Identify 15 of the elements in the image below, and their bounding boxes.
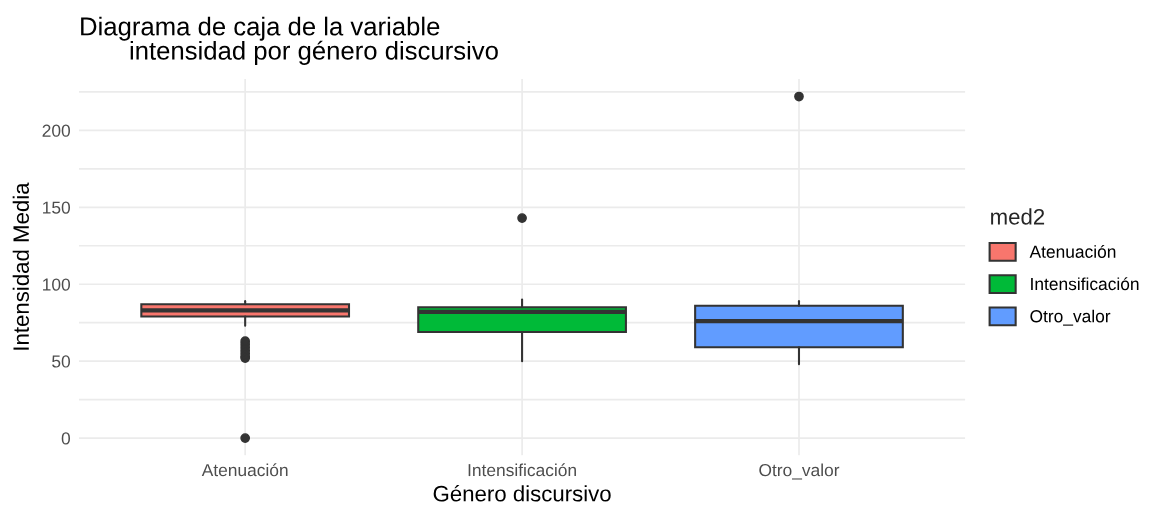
y-tick-label: 200 (42, 124, 71, 137)
y-axis-title: Intensidad Media (12, 182, 29, 350)
legend-title: med2 (991, 208, 1045, 225)
y-tick-label: 100 (43, 278, 71, 291)
y-tick-label: 0 (61, 432, 71, 445)
legend-label: Atenuación (1029, 244, 1116, 258)
x-axis-title: Género discursivo (433, 484, 611, 502)
x-tick-label: Intensificación (468, 463, 576, 477)
x-tick-label: Otro_valor (759, 463, 840, 480)
chart-title: Diagrama de caja de la variable intensidad por género discursivo (81, 16, 498, 65)
y-tick-label: 50 (52, 355, 71, 368)
legend-label: Otro_valor (1030, 309, 1111, 326)
x-tick-label: Atenuación (201, 463, 288, 477)
legend-label: Intensificación (1031, 277, 1139, 291)
y-tick-label: 150 (43, 201, 71, 214)
